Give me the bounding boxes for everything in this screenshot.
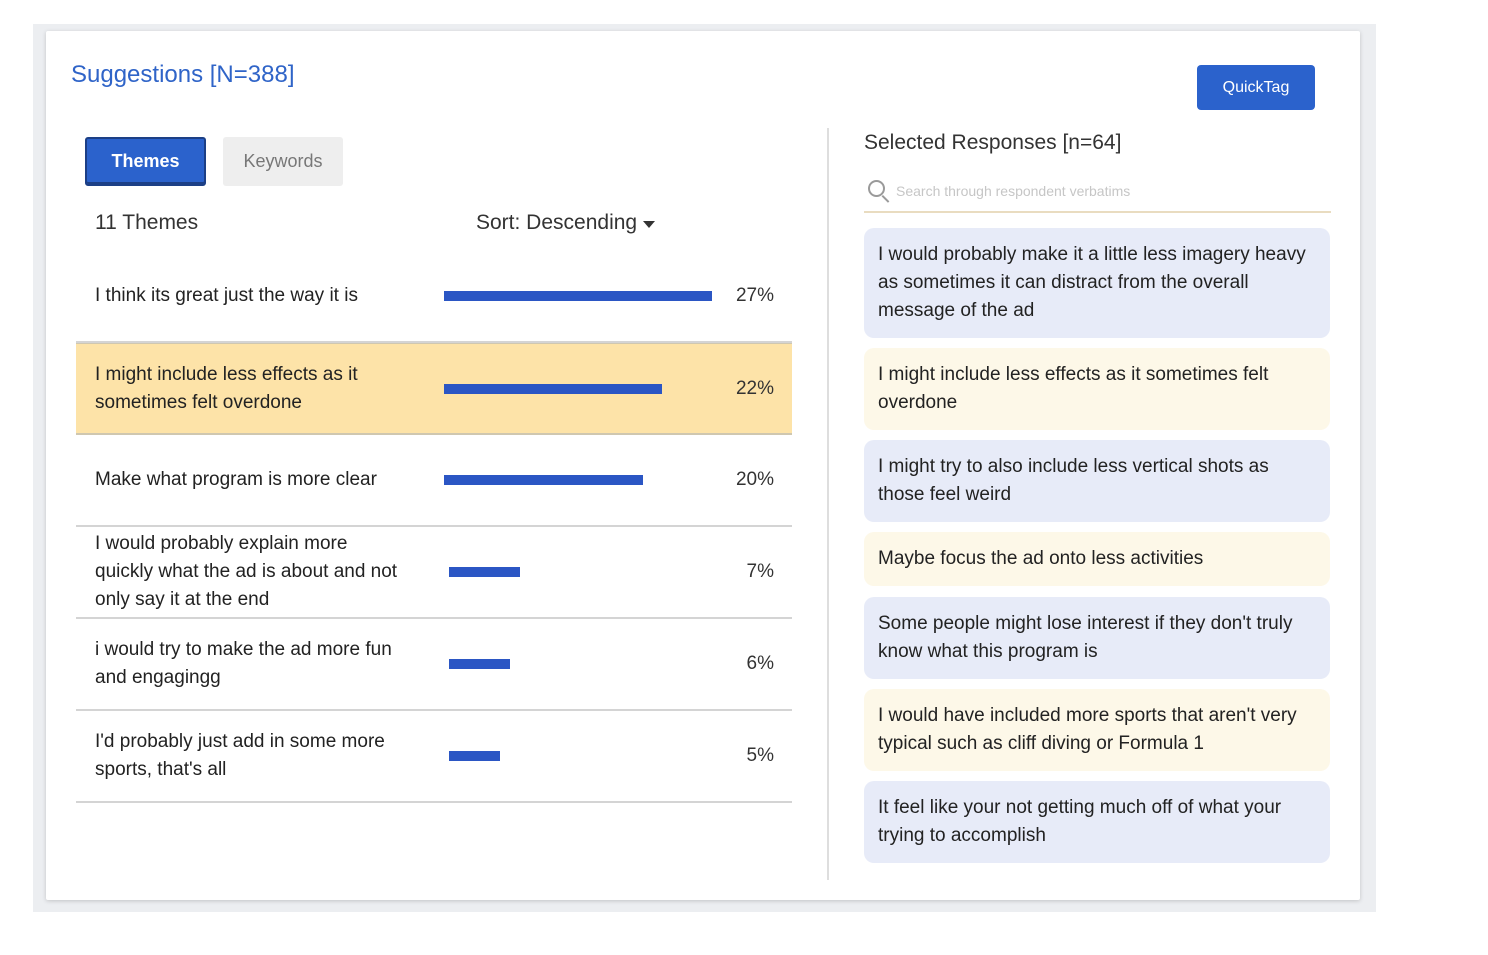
quicktag-button[interactable]: QuickTag bbox=[1197, 65, 1315, 110]
theme-label: I'd probably just add in some more sport… bbox=[95, 731, 385, 780]
response-card: I might try to also include less vertica… bbox=[864, 440, 1330, 522]
theme-bar bbox=[444, 383, 662, 394]
theme-percent: 22% bbox=[735, 377, 774, 399]
theme-bar bbox=[444, 475, 643, 485]
tab-themes[interactable]: Themes bbox=[85, 137, 206, 186]
search-bar bbox=[864, 171, 1331, 213]
search-icon bbox=[866, 178, 892, 204]
theme-percent: 5% bbox=[746, 745, 774, 766]
responses-title: Selected Responses [n=64] bbox=[864, 131, 1122, 154]
theme-label: I might include less effects as it somet… bbox=[95, 363, 358, 413]
sort-label: Sort: Descending bbox=[476, 211, 638, 234]
theme-row[interactable]: I might include less effects as it somet… bbox=[76, 343, 792, 435]
theme-percent: 6% bbox=[746, 653, 774, 674]
theme-percent: 7% bbox=[746, 561, 774, 582]
theme-count: 11 Themes bbox=[95, 211, 199, 234]
theme-row[interactable]: I think its great just the way it is 27% bbox=[76, 251, 792, 343]
response-card: I would have included more sports that a… bbox=[864, 689, 1330, 771]
tab-keywords[interactable]: Keywords bbox=[223, 137, 343, 186]
theme-percent: 27% bbox=[735, 285, 774, 306]
suggestions-card: Suggestions [N=388] QuickTag Themes Keyw… bbox=[46, 31, 1360, 900]
caret-down-icon bbox=[643, 220, 656, 228]
response-card: Maybe focus the ad onto less activities bbox=[864, 532, 1330, 586]
theme-bar bbox=[449, 567, 520, 577]
theme-list: I think its great just the way it is 27%… bbox=[76, 251, 792, 847]
sort-dropdown[interactable]: Sort: Descending bbox=[476, 211, 656, 235]
theme-row[interactable]: I'd probably just add in some more sport… bbox=[76, 711, 792, 803]
response-card: It feel like your not getting much off o… bbox=[864, 781, 1330, 863]
response-card: I would probably make it a little less i… bbox=[864, 228, 1330, 338]
theme-bar bbox=[449, 751, 500, 761]
theme-label: Make what program is more clear bbox=[95, 469, 377, 490]
page-title: Suggestions [N=388] bbox=[71, 61, 295, 88]
theme-row[interactable]: i would try to make the ad more fun and … bbox=[76, 619, 792, 711]
theme-label: I would probably explain more quickly wh… bbox=[95, 533, 398, 610]
theme-label: i would try to make the ad more fun and … bbox=[95, 639, 392, 688]
panel-divider bbox=[827, 128, 829, 880]
theme-bar bbox=[444, 291, 712, 301]
theme-row[interactable]: Make what program is more clear 20% bbox=[76, 435, 792, 527]
response-card: I might include less effects as it somet… bbox=[864, 348, 1330, 430]
theme-bar bbox=[449, 659, 510, 669]
theme-percent: 20% bbox=[735, 469, 774, 490]
search-input[interactable] bbox=[896, 183, 1316, 199]
theme-label: I think its great just the way it is bbox=[95, 285, 358, 306]
response-card: Some people might lose interest if they … bbox=[864, 597, 1330, 679]
theme-row[interactable]: I would probably explain more quickly wh… bbox=[76, 527, 792, 619]
